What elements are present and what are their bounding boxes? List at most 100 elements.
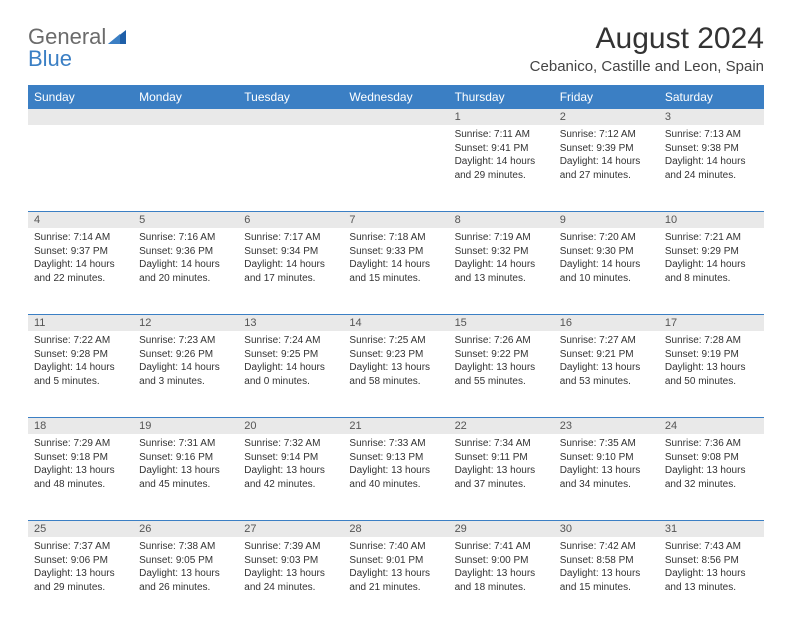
day-number: 1	[449, 109, 554, 125]
day-cell: Sunrise: 7:22 AMSunset: 9:28 PMDaylight:…	[28, 331, 133, 417]
day-number: 12	[133, 315, 238, 331]
sunset-text: Sunset: 9:26 PM	[139, 348, 232, 362]
daylight-text: Daylight: 13 hours and 45 minutes.	[139, 464, 232, 491]
sunrise-text: Sunrise: 7:39 AM	[244, 540, 337, 554]
daylight-text: Daylight: 13 hours and 48 minutes.	[34, 464, 127, 491]
day-cell	[28, 125, 133, 211]
day-number: 5	[133, 212, 238, 228]
sunset-text: Sunset: 9:14 PM	[244, 451, 337, 465]
day-number: 29	[449, 521, 554, 537]
day-body: Sunrise: 7:41 AMSunset: 9:00 PMDaylight:…	[449, 537, 554, 598]
day-body: Sunrise: 7:21 AMSunset: 9:29 PMDaylight:…	[659, 228, 764, 289]
day-body: Sunrise: 7:18 AMSunset: 9:33 PMDaylight:…	[343, 228, 448, 289]
day-body: Sunrise: 7:33 AMSunset: 9:13 PMDaylight:…	[343, 434, 448, 495]
day-number: 26	[133, 521, 238, 537]
sunset-text: Sunset: 9:01 PM	[349, 554, 442, 568]
sunrise-text: Sunrise: 7:22 AM	[34, 334, 127, 348]
day-cell: Sunrise: 7:43 AMSunset: 8:56 PMDaylight:…	[659, 537, 764, 623]
sunrise-text: Sunrise: 7:43 AM	[665, 540, 758, 554]
sunset-text: Sunset: 9:08 PM	[665, 451, 758, 465]
day-number: 15	[449, 315, 554, 331]
sunset-text: Sunset: 9:25 PM	[244, 348, 337, 362]
day-number: 9	[554, 212, 659, 228]
day-cell: Sunrise: 7:11 AMSunset: 9:41 PMDaylight:…	[449, 125, 554, 211]
sunset-text: Sunset: 9:06 PM	[34, 554, 127, 568]
day-body: Sunrise: 7:19 AMSunset: 9:32 PMDaylight:…	[449, 228, 554, 289]
sunrise-text: Sunrise: 7:35 AM	[560, 437, 653, 451]
logo-text: General Blue	[28, 26, 126, 70]
day-body: Sunrise: 7:14 AMSunset: 9:37 PMDaylight:…	[28, 228, 133, 289]
day-cell: Sunrise: 7:37 AMSunset: 9:06 PMDaylight:…	[28, 537, 133, 623]
day-body: Sunrise: 7:27 AMSunset: 9:21 PMDaylight:…	[554, 331, 659, 392]
day-number: 22	[449, 418, 554, 434]
sunset-text: Sunset: 9:29 PM	[665, 245, 758, 259]
day-cell: Sunrise: 7:12 AMSunset: 9:39 PMDaylight:…	[554, 125, 659, 211]
day-cell: Sunrise: 7:40 AMSunset: 9:01 PMDaylight:…	[343, 537, 448, 623]
day-cell: Sunrise: 7:21 AMSunset: 9:29 PMDaylight:…	[659, 228, 764, 314]
sunset-text: Sunset: 9:30 PM	[560, 245, 653, 259]
sunrise-text: Sunrise: 7:25 AM	[349, 334, 442, 348]
sunrise-text: Sunrise: 7:12 AM	[560, 128, 653, 142]
day-body: Sunrise: 7:20 AMSunset: 9:30 PMDaylight:…	[554, 228, 659, 289]
sunset-text: Sunset: 9:39 PM	[560, 142, 653, 156]
day-cell: Sunrise: 7:34 AMSunset: 9:11 PMDaylight:…	[449, 434, 554, 520]
sunrise-text: Sunrise: 7:31 AM	[139, 437, 232, 451]
daylight-text: Daylight: 14 hours and 13 minutes.	[455, 258, 548, 285]
sunrise-text: Sunrise: 7:11 AM	[455, 128, 548, 142]
sunset-text: Sunset: 9:37 PM	[34, 245, 127, 259]
daynum-row: 18192021222324	[28, 417, 764, 434]
day-number: 25	[28, 521, 133, 537]
day-cell: Sunrise: 7:17 AMSunset: 9:34 PMDaylight:…	[238, 228, 343, 314]
day-cell: Sunrise: 7:35 AMSunset: 9:10 PMDaylight:…	[554, 434, 659, 520]
sunrise-text: Sunrise: 7:19 AM	[455, 231, 548, 245]
day-number: 7	[343, 212, 448, 228]
sunrise-text: Sunrise: 7:38 AM	[139, 540, 232, 554]
sunrise-text: Sunrise: 7:41 AM	[455, 540, 548, 554]
day-number: 17	[659, 315, 764, 331]
day-cell: Sunrise: 7:20 AMSunset: 9:30 PMDaylight:…	[554, 228, 659, 314]
daylight-text: Daylight: 13 hours and 58 minutes.	[349, 361, 442, 388]
day-number: 8	[449, 212, 554, 228]
title-block: August 2024 Cebanico, Castille and Leon,…	[530, 22, 764, 75]
week-row: Sunrise: 7:37 AMSunset: 9:06 PMDaylight:…	[28, 537, 764, 623]
day-number	[133, 109, 238, 125]
day-body: Sunrise: 7:35 AMSunset: 9:10 PMDaylight:…	[554, 434, 659, 495]
day-body: Sunrise: 7:12 AMSunset: 9:39 PMDaylight:…	[554, 125, 659, 186]
day-cell: Sunrise: 7:41 AMSunset: 9:00 PMDaylight:…	[449, 537, 554, 623]
day-body: Sunrise: 7:17 AMSunset: 9:34 PMDaylight:…	[238, 228, 343, 289]
day-number: 16	[554, 315, 659, 331]
sunrise-text: Sunrise: 7:23 AM	[139, 334, 232, 348]
day-body: Sunrise: 7:23 AMSunset: 9:26 PMDaylight:…	[133, 331, 238, 392]
month-title: August 2024	[530, 22, 764, 56]
day-body: Sunrise: 7:40 AMSunset: 9:01 PMDaylight:…	[343, 537, 448, 598]
day-cell: Sunrise: 7:36 AMSunset: 9:08 PMDaylight:…	[659, 434, 764, 520]
day-cell: Sunrise: 7:25 AMSunset: 9:23 PMDaylight:…	[343, 331, 448, 417]
sunset-text: Sunset: 9:21 PM	[560, 348, 653, 362]
day-body: Sunrise: 7:31 AMSunset: 9:16 PMDaylight:…	[133, 434, 238, 495]
daylight-text: Daylight: 13 hours and 53 minutes.	[560, 361, 653, 388]
day-cell: Sunrise: 7:29 AMSunset: 9:18 PMDaylight:…	[28, 434, 133, 520]
day-cell: Sunrise: 7:26 AMSunset: 9:22 PMDaylight:…	[449, 331, 554, 417]
day-body: Sunrise: 7:42 AMSunset: 8:58 PMDaylight:…	[554, 537, 659, 598]
daylight-text: Daylight: 13 hours and 40 minutes.	[349, 464, 442, 491]
day-number: 6	[238, 212, 343, 228]
sunrise-text: Sunrise: 7:21 AM	[665, 231, 758, 245]
sunrise-text: Sunrise: 7:20 AM	[560, 231, 653, 245]
sunrise-text: Sunrise: 7:40 AM	[349, 540, 442, 554]
day-cell: Sunrise: 7:33 AMSunset: 9:13 PMDaylight:…	[343, 434, 448, 520]
sunrise-text: Sunrise: 7:28 AM	[665, 334, 758, 348]
day-body: Sunrise: 7:34 AMSunset: 9:11 PMDaylight:…	[449, 434, 554, 495]
day-number	[238, 109, 343, 125]
sunrise-text: Sunrise: 7:32 AM	[244, 437, 337, 451]
daylight-text: Daylight: 14 hours and 3 minutes.	[139, 361, 232, 388]
day-number: 10	[659, 212, 764, 228]
daylight-text: Daylight: 14 hours and 5 minutes.	[34, 361, 127, 388]
day-number: 11	[28, 315, 133, 331]
sunset-text: Sunset: 9:19 PM	[665, 348, 758, 362]
sunset-text: Sunset: 9:13 PM	[349, 451, 442, 465]
day-number: 30	[554, 521, 659, 537]
daylight-text: Daylight: 13 hours and 34 minutes.	[560, 464, 653, 491]
daylight-text: Daylight: 14 hours and 17 minutes.	[244, 258, 337, 285]
dow-friday: Friday	[554, 85, 659, 109]
day-body: Sunrise: 7:32 AMSunset: 9:14 PMDaylight:…	[238, 434, 343, 495]
